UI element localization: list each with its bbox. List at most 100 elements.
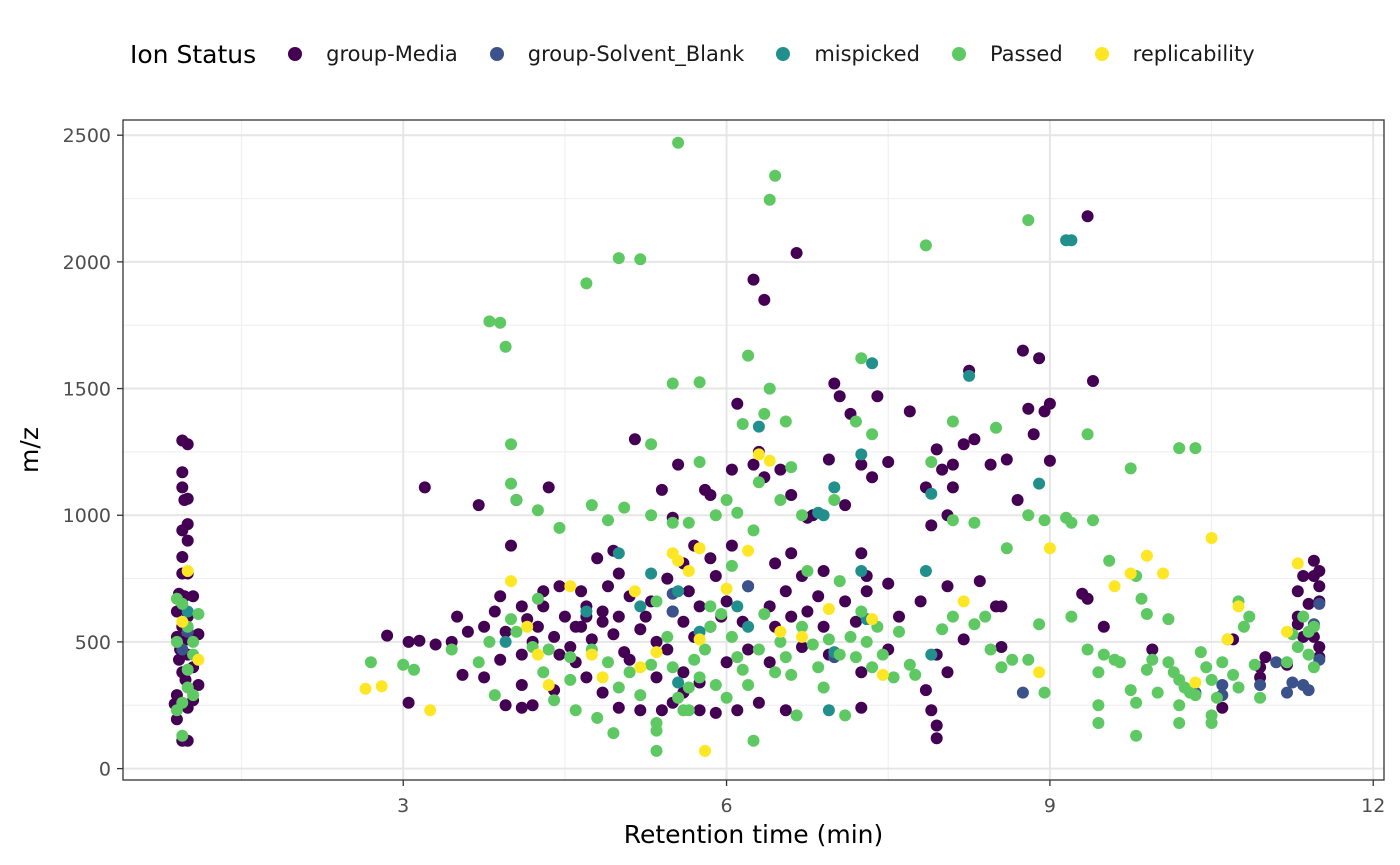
data-point [591, 711, 604, 724]
data-point [176, 481, 189, 494]
data-point [1038, 514, 1051, 527]
data-point [451, 610, 464, 623]
data-point [941, 666, 954, 679]
data-point [618, 501, 631, 514]
data-point [650, 595, 663, 608]
y-axis-title: m/z [15, 427, 44, 473]
data-point [790, 247, 803, 259]
y-tick-label: 500 [75, 632, 111, 654]
data-point [1124, 684, 1137, 697]
data-point [1108, 580, 1121, 593]
data-point [1124, 462, 1137, 475]
data-point [1286, 676, 1299, 689]
data-point [1000, 453, 1013, 466]
data-point [725, 539, 738, 552]
data-point [839, 499, 852, 512]
data-point [925, 456, 938, 468]
data-point [876, 668, 889, 681]
data-point [1232, 600, 1245, 613]
data-point [1297, 610, 1310, 623]
data-point [866, 661, 879, 674]
data-point [1151, 686, 1164, 699]
data-point [537, 666, 550, 679]
data-point [672, 585, 685, 598]
data-point [612, 701, 625, 714]
data-point [752, 696, 765, 709]
data-point [882, 456, 895, 468]
data-point [645, 567, 658, 580]
legend-item: replicability [1089, 42, 1281, 66]
data-point [1065, 610, 1078, 623]
data-point [634, 623, 647, 636]
data-point [1016, 686, 1029, 699]
data-point [828, 481, 841, 494]
data-point [1130, 729, 1143, 742]
data-point [602, 514, 614, 527]
y-tick-label: 0 [99, 759, 111, 781]
data-point [1194, 646, 1207, 659]
data-point [1033, 477, 1046, 490]
data-point [763, 193, 776, 206]
data-point [677, 615, 690, 628]
data-point [607, 628, 620, 641]
data-point [839, 595, 852, 608]
data-point [1097, 620, 1110, 633]
data-point [742, 349, 755, 362]
data-point [747, 273, 760, 286]
data-point [526, 699, 539, 712]
data-point [1092, 717, 1105, 729]
data-point [769, 666, 782, 679]
data-point [758, 407, 771, 420]
data-point [817, 620, 830, 633]
data-point [1254, 679, 1267, 691]
data-point [402, 696, 415, 709]
data-point [176, 729, 189, 742]
data-point [812, 661, 825, 674]
data-point [1162, 613, 1175, 626]
data-point [1302, 648, 1315, 661]
data-point [731, 600, 744, 613]
data-point [612, 567, 625, 580]
data-point [769, 169, 782, 182]
data-point [796, 630, 808, 643]
data-point [472, 656, 485, 669]
data-point [822, 453, 835, 466]
data-point [1043, 542, 1056, 555]
data-point [1291, 557, 1304, 570]
data-point [424, 704, 437, 717]
data-point [553, 580, 566, 593]
data-point [505, 477, 517, 490]
data-point [176, 597, 189, 610]
data-point [855, 458, 868, 471]
data-point [946, 514, 959, 527]
data-point [747, 734, 760, 747]
data-point [1210, 691, 1223, 704]
data-point [1022, 214, 1035, 227]
data-point [1081, 428, 1094, 441]
data-point [553, 521, 566, 534]
data-point [903, 405, 916, 418]
data-point [876, 648, 889, 661]
data-point [957, 633, 970, 646]
y-tick-label: 1000 [63, 505, 111, 527]
data-point [963, 369, 976, 382]
data-point [1189, 676, 1202, 689]
data-point [720, 656, 733, 669]
data-point [1103, 554, 1116, 567]
data-point [192, 679, 205, 691]
data-point [936, 463, 949, 476]
data-point [531, 504, 544, 517]
data-point [1259, 651, 1272, 664]
legend-label: Passed [989, 42, 1063, 66]
data-point [984, 458, 997, 471]
y-tick-label: 2000 [63, 252, 111, 274]
data-point [779, 415, 792, 428]
data-point [1140, 663, 1153, 676]
data-point [919, 684, 932, 697]
data-point [499, 340, 512, 353]
data-point [666, 605, 679, 618]
data-point [445, 643, 458, 656]
data-point [192, 653, 205, 666]
data-point [747, 458, 760, 471]
data-point [176, 551, 189, 563]
